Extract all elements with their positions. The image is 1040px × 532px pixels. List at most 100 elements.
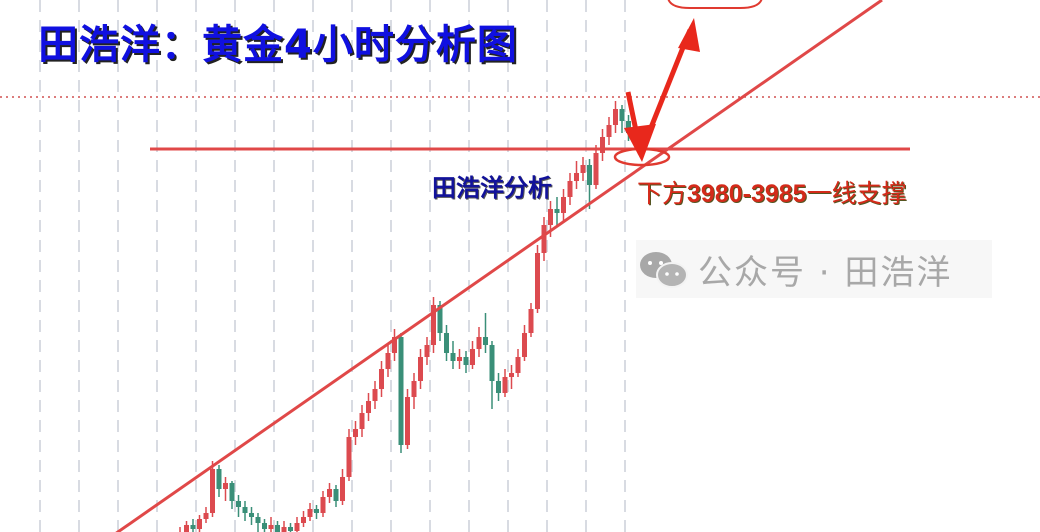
rising-trendline [115,0,883,532]
candle [509,365,514,389]
candle [489,341,495,409]
candle-body [379,369,384,389]
candle [190,519,196,532]
candle [327,483,332,503]
target-circle [667,0,763,9]
candle [268,517,274,532]
candle [366,393,371,421]
candle-body [483,337,488,345]
support-range: 3980-3985 [687,180,807,208]
candle [411,373,417,409]
candle-body [574,173,579,181]
candle-body [535,253,540,309]
candle [184,521,189,532]
grid-lines [39,0,626,532]
candle-body [450,353,456,361]
candle-body [229,483,235,501]
candle [424,337,430,365]
candle [294,517,300,532]
candle [346,429,352,481]
candle-body [619,109,625,121]
candle [216,465,222,497]
candle-body [190,525,196,529]
candle-body [359,413,365,429]
candle [340,469,345,505]
candle-body [366,401,371,413]
candle [580,157,586,181]
candle-body [457,357,462,361]
candle [249,507,254,525]
candle-body [223,483,228,489]
candle-body [288,527,293,531]
candle [476,327,482,357]
candle-body [340,477,345,501]
candle-body [405,397,410,445]
candle [450,341,456,369]
candle-body [600,137,605,153]
candle [522,325,527,361]
candle [496,373,501,401]
candle-body [372,389,378,401]
chart-title: 田浩洋：黄金4小时分析图 [38,22,518,68]
candle-body [554,209,560,213]
candle-body [203,513,209,519]
candle-body [242,507,248,513]
candle-body [385,353,391,369]
candle [242,501,248,521]
candle-body [398,337,404,445]
candle [281,521,287,532]
candle [210,461,215,517]
candle-body [489,345,495,381]
candle-body [333,489,339,501]
support-note: 下方3980-3985一线支撑 [637,174,907,210]
candle [262,519,267,532]
candle-body [320,497,326,513]
candle [554,197,560,225]
candle [203,507,209,523]
candle-body [424,345,430,357]
candle-body [561,197,566,213]
candle [457,349,462,369]
candle-body [509,373,514,377]
candle-body [210,469,215,513]
candle-body [327,489,332,497]
candle [587,159,592,209]
candle [483,313,488,353]
candle [535,245,540,313]
candle [372,381,378,409]
candle [333,485,339,507]
candle [606,117,612,145]
candle [561,189,566,221]
candle [541,217,547,261]
candle-body [470,349,475,365]
candle-body [541,225,547,253]
candle [288,523,293,532]
candle [314,505,319,519]
candle-body [626,121,631,133]
candle [613,101,618,133]
candle [398,333,404,453]
candle [470,341,475,369]
candle-body [281,527,287,532]
candle-body [431,305,436,345]
candle [385,345,391,377]
candle-body [522,333,527,357]
candle-body [294,523,300,531]
watermark: 公众号 · 田浩洋 [636,240,992,298]
candle [600,129,605,161]
candle [463,351,469,373]
support-note-prefix: 下方 [637,179,688,208]
candle-body [418,357,423,381]
candle-body [437,305,443,333]
candle-body [307,509,313,517]
wechat-icon [640,252,688,288]
candle-body [216,469,222,489]
candle-body [314,509,319,513]
support-note-suffix: 一线支撑 [806,179,907,208]
candle-body [411,381,417,397]
candle [307,503,313,521]
candle [379,361,384,397]
candle [223,477,228,501]
candle [255,513,261,532]
candles [179,101,631,532]
